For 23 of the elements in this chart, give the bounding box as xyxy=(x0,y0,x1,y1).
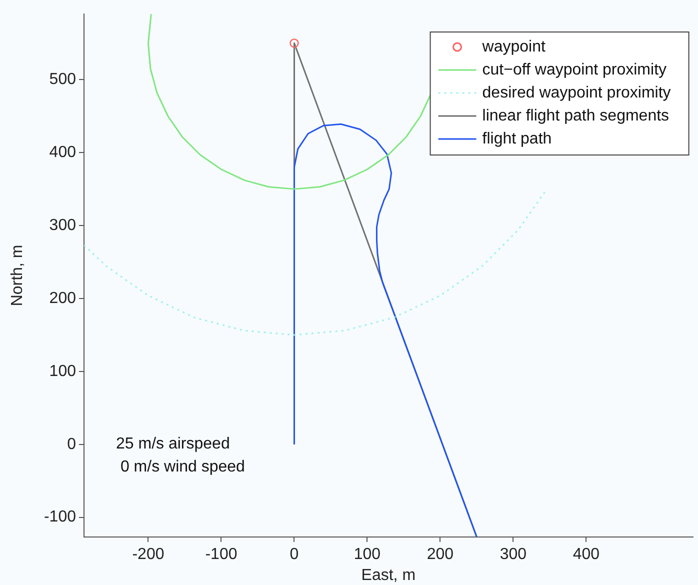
x-tick-label: 400 xyxy=(572,546,600,564)
annotation: 0 m/s wind speed xyxy=(116,458,245,476)
x-axis-title: East, m xyxy=(361,566,416,584)
x-tick-label: 100 xyxy=(354,546,381,564)
y-tick-label: -100 xyxy=(44,508,76,526)
legend-label: linear flight path segments xyxy=(482,107,670,124)
legend-label: waypoint xyxy=(481,38,546,56)
legend-label: desired waypoint proximity xyxy=(482,84,671,102)
y-tick-label: 400 xyxy=(49,144,76,161)
y-tick-label: 100 xyxy=(49,362,76,380)
x-tick-label: -200 xyxy=(132,546,164,564)
legend-label: cut−off waypoint proximity xyxy=(482,61,667,78)
x-tick-label: 0 xyxy=(290,546,299,564)
y-axis-title: North, m xyxy=(9,244,26,306)
x-tick-label: -100 xyxy=(205,546,238,564)
y-tick-label: 500 xyxy=(49,71,76,88)
y-tick-label: 300 xyxy=(49,216,76,234)
x-tick-label: 300 xyxy=(500,546,527,564)
annotation: 25 m/s airspeed xyxy=(116,435,230,452)
legend-label: flight path xyxy=(482,130,552,148)
y-tick-label: 200 xyxy=(49,290,76,307)
x-tick-label: 200 xyxy=(426,546,454,564)
y-tick-label: 0 xyxy=(67,436,76,453)
